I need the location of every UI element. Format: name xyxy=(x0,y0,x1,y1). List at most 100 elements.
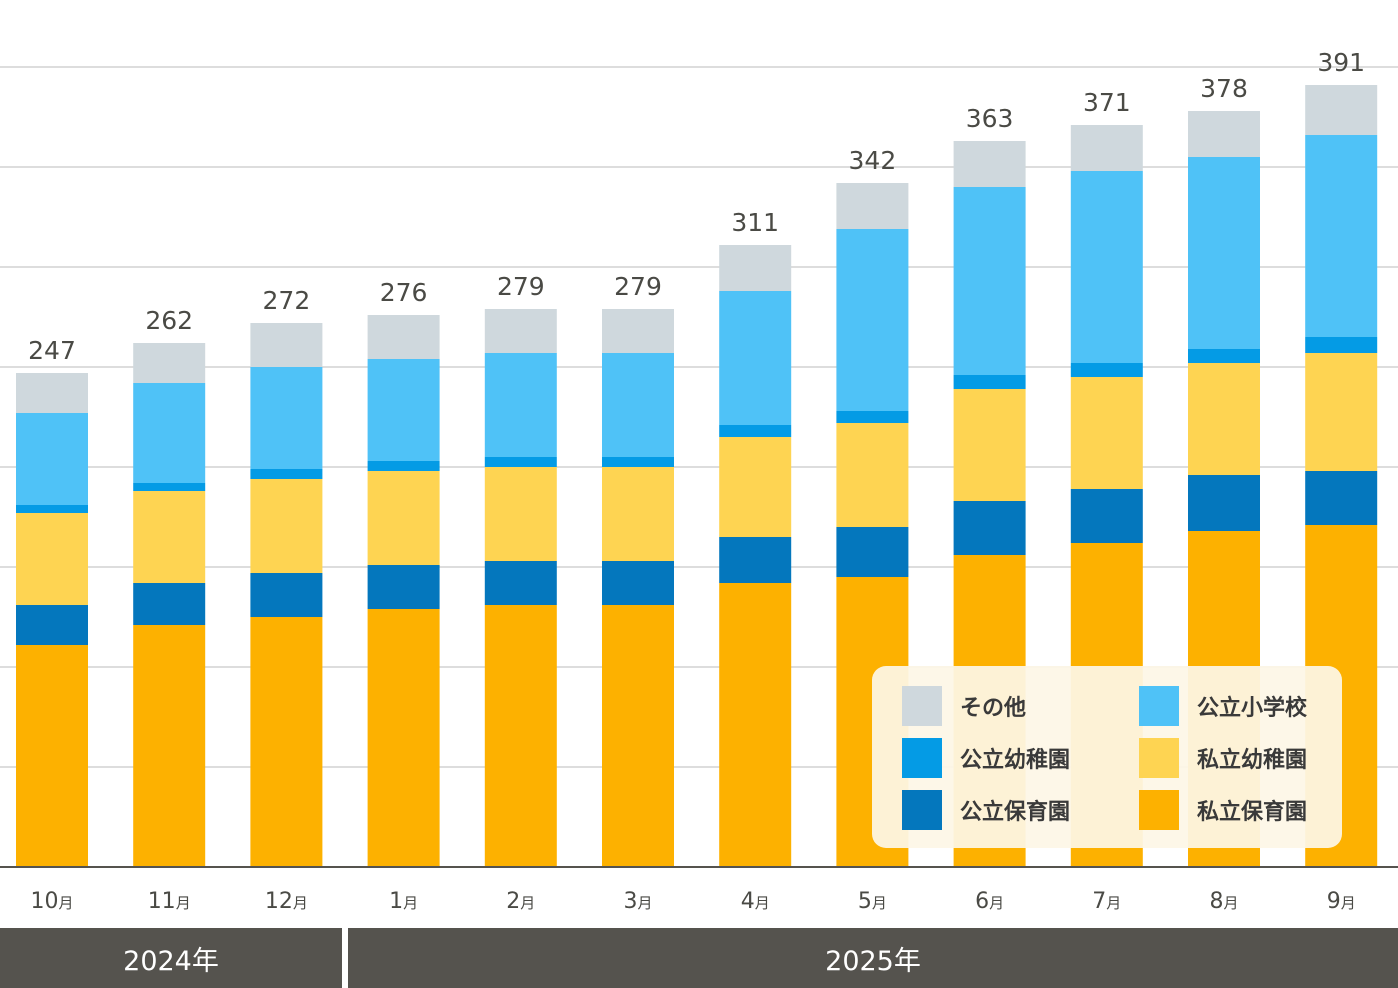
legend-label: 私立保育園 xyxy=(1197,800,1308,825)
bar-stack xyxy=(719,245,792,867)
total-label: 371 xyxy=(1083,88,1131,117)
x-tick-label: 8月 xyxy=(1209,889,1238,914)
total-label: 272 xyxy=(263,286,311,315)
legend-item-public-nursery: 公立保育園 xyxy=(902,790,1070,830)
bar-segment xyxy=(1305,471,1378,525)
x-tick-label: 12月 xyxy=(265,889,308,914)
year-band-2024: 2024年 xyxy=(0,928,342,988)
bar-segment xyxy=(484,457,557,467)
bar-segment xyxy=(1305,353,1378,471)
bar-segment xyxy=(719,245,792,291)
year-band-2025: 2025年 xyxy=(348,928,1398,988)
x-tick-label: 11月 xyxy=(148,889,191,914)
total-label: 342 xyxy=(849,146,897,175)
bar-stack xyxy=(133,343,206,867)
bar-segment xyxy=(1305,337,1378,353)
bar-segment xyxy=(133,491,206,583)
bar-segment xyxy=(1070,489,1143,543)
bar-segment xyxy=(836,423,909,527)
bar-segment xyxy=(1188,475,1260,531)
total-label: 391 xyxy=(1317,48,1365,77)
bar-segment xyxy=(836,229,909,411)
x-tick-label: 10月 xyxy=(30,889,73,914)
bar-segment xyxy=(367,359,440,461)
bar-segment xyxy=(484,561,557,605)
bar-segment xyxy=(602,309,674,353)
legend-swatch xyxy=(1139,790,1179,830)
total-label: 279 xyxy=(497,272,545,301)
bar-segment xyxy=(602,467,674,561)
bar-segment xyxy=(250,479,323,573)
legend-item-public-elementary: 公立小学校 xyxy=(1139,686,1307,726)
bar-segment xyxy=(133,625,206,867)
legend-swatch xyxy=(1139,738,1179,778)
bar-segment xyxy=(250,323,323,367)
bar-segment xyxy=(484,309,557,353)
bar-segment xyxy=(602,353,674,457)
legend-swatch xyxy=(902,790,942,830)
bar-segment xyxy=(133,383,206,483)
year-label: 2025年 xyxy=(825,945,921,977)
bar-segment xyxy=(836,183,909,229)
bar-segment xyxy=(1070,363,1143,377)
x-tick-labels: 10月 11月 12月 1月 2月 3月 4月 5月 6月 7月 8月 9月 xyxy=(30,889,1355,914)
bar-segment xyxy=(16,505,88,513)
total-label: 262 xyxy=(145,306,193,335)
total-labels: 247 262 272 276 279 279 311 342 363 371 378 391 xyxy=(28,48,1365,365)
x-tick-label: 4月 xyxy=(741,889,770,914)
bar-segment xyxy=(250,367,323,469)
x-tick-label: 7月 xyxy=(1092,889,1121,914)
total-label: 279 xyxy=(614,272,662,301)
legend-item-private-kindergarten: 私立幼稚園 xyxy=(1139,738,1307,778)
legend-item-public-kindergarten: 公立幼稚園 xyxy=(902,738,1070,778)
year-label: 2024年 xyxy=(123,945,219,977)
bar-segment xyxy=(953,375,1026,389)
x-tick-label: 3月 xyxy=(623,889,652,914)
bar-stack xyxy=(250,323,323,867)
legend-item-other: その他 xyxy=(902,686,1026,726)
bar-segment xyxy=(953,501,1026,555)
bar-segment xyxy=(953,389,1026,501)
x-tick-label: 1月 xyxy=(389,889,418,914)
bar-segment xyxy=(1070,171,1143,363)
bar-segment xyxy=(1070,125,1143,171)
bar-segment xyxy=(133,483,206,491)
bar-segment xyxy=(719,537,792,583)
bar-stack xyxy=(16,373,88,867)
bar-segment xyxy=(719,583,792,867)
x-tick-label: 9月 xyxy=(1327,889,1356,914)
bar-segment xyxy=(16,413,88,505)
bar-segment xyxy=(1188,111,1260,157)
bar-segment xyxy=(1070,377,1143,489)
bar-segment xyxy=(1188,349,1260,363)
legend-label: その他 xyxy=(960,696,1027,721)
legend-label: 公立小学校 xyxy=(1197,696,1308,721)
total-label: 378 xyxy=(1200,74,1248,103)
legend: その他 公立小学校 公立幼稚園 私立幼稚園 公立保育園 私立保育園 xyxy=(872,666,1342,848)
bar-segment xyxy=(484,353,557,457)
bar-segment xyxy=(367,565,440,609)
bar-segment xyxy=(367,471,440,565)
bar-segment xyxy=(1188,157,1260,349)
x-tick-label: 2月 xyxy=(506,889,535,914)
bar-stack xyxy=(367,315,440,867)
legend-label: 私立幼稚園 xyxy=(1197,748,1308,773)
bar-segment xyxy=(484,467,557,561)
legend-swatch xyxy=(1139,686,1179,726)
bar-segment xyxy=(484,605,557,867)
bar-segment xyxy=(602,605,674,867)
legend-swatch xyxy=(902,738,942,778)
total-label: 247 xyxy=(28,336,76,365)
bar-stack xyxy=(484,309,557,867)
x-tick-label: 6月 xyxy=(975,889,1004,914)
bar-segment xyxy=(250,617,323,867)
bar-segment xyxy=(133,343,206,383)
bar-segment xyxy=(1305,135,1378,337)
bar-segment xyxy=(250,573,323,617)
bar-segment xyxy=(719,437,792,537)
bar-segment xyxy=(953,141,1026,187)
legend-swatch xyxy=(902,686,942,726)
bar-segment xyxy=(367,609,440,867)
legend-label: 公立保育園 xyxy=(960,800,1071,825)
bar-segment xyxy=(16,605,88,645)
